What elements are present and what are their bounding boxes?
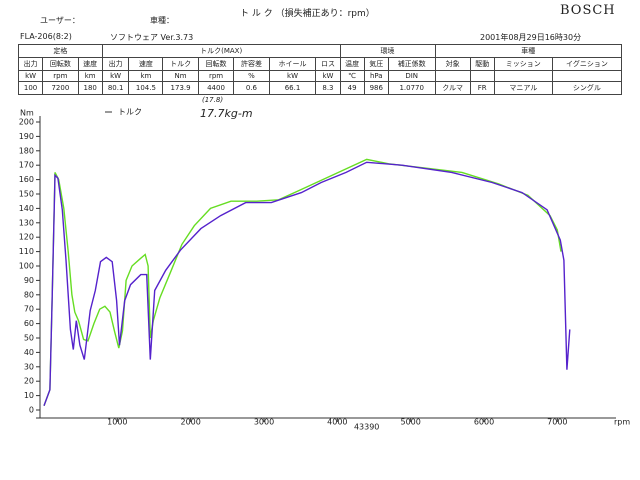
legend: トルク <box>118 108 142 117</box>
y-tick-label: 110 <box>19 247 34 256</box>
torque-line <box>43 161 571 406</box>
software: ソフトウェア Ver.3.73 <box>110 33 194 42</box>
column-unit: hPa <box>363 70 389 82</box>
annotation: 17.7kg-m <box>200 107 253 120</box>
annotation: 43390 <box>354 423 379 432</box>
cell-value: 1.0770 <box>387 81 436 95</box>
y-tick-label: 160 <box>19 175 34 184</box>
y-tick-label: 200 <box>19 118 34 127</box>
cell-value: 986 <box>363 81 389 95</box>
table-row: 100 7200 180 80.1 104.5 173.9 4400 0.6 66.1 8.3 49… <box>17 81 623 95</box>
cell-value: シングル <box>551 81 623 95</box>
cell-value: 104.5 <box>128 81 164 95</box>
y-tick-label: 50 <box>24 334 34 343</box>
y-tick-label: 180 <box>19 146 34 155</box>
machine: FLA-206(8:2) <box>20 32 72 41</box>
y-tick-label: 10 <box>24 391 34 400</box>
y-tick-label: 120 <box>19 233 34 242</box>
x-axis-label: rpm <box>614 418 630 427</box>
y-tick-label: 60 <box>24 319 34 328</box>
cell-value: 180 <box>77 81 103 95</box>
column-unit: ℃ <box>339 70 365 82</box>
vehicle-label: 車種： <box>150 16 174 25</box>
y-tick-label: 40 <box>24 348 34 357</box>
y-tick-label: 190 <box>19 132 34 141</box>
brand: BOSCH <box>560 3 616 18</box>
cell-value: FR <box>469 81 495 95</box>
y-tick-label: 170 <box>19 161 34 170</box>
y-tick-label: 80 <box>24 290 34 299</box>
cell-value: 8.3 <box>315 81 341 95</box>
cell-value: 49 <box>339 81 365 95</box>
y-tick-label: 140 <box>19 204 34 213</box>
y-tick-label: 20 <box>24 377 34 386</box>
annotation: (17.8) <box>202 96 223 104</box>
y-tick-label: 30 <box>24 362 34 371</box>
y-axis-label: Nm <box>20 109 34 118</box>
cell-value: 0.6 <box>233 81 270 95</box>
cell-value: マニアル <box>493 81 553 95</box>
y-tick-label: 150 <box>19 190 34 199</box>
title: ト ル ク （損失補正あり：rpm） <box>240 9 375 19</box>
y-tick-label: 90 <box>24 276 34 285</box>
y-tick-label: 100 <box>19 262 34 271</box>
y-tick-label: 70 <box>24 305 34 314</box>
user-label: ユーザー： <box>40 16 80 25</box>
y-tick-label: 0 <box>29 406 34 415</box>
cell-value: 7200 <box>42 81 79 95</box>
cell-value: 80.1 <box>101 81 130 95</box>
datetime: 2001年08月29日16時30分 <box>480 33 582 42</box>
torque-line <box>43 158 562 406</box>
y-tick-label: 130 <box>19 218 34 227</box>
spec-table: 定格 トルク(MAX) 環境 車種 出力 回転数 速度 出力 速度 トルク 回転数 許容差 ホイール ロス… <box>17 44 623 95</box>
